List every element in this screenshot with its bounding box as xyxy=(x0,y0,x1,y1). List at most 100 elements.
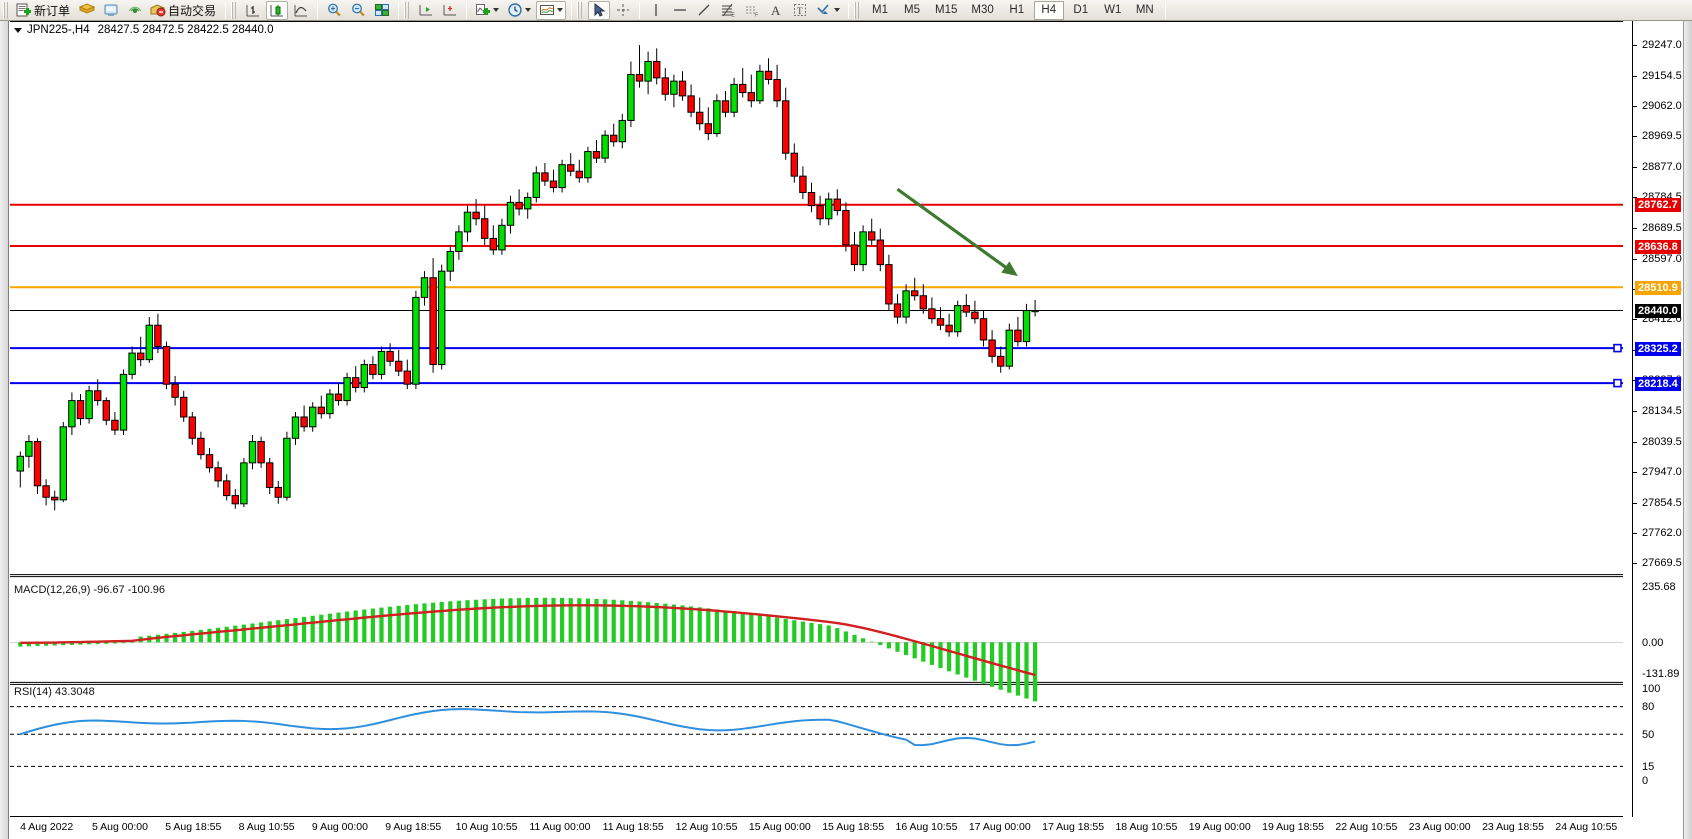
timeframe-button-mn[interactable]: MN xyxy=(1130,1,1160,20)
auto-scroll-button[interactable] xyxy=(415,1,437,20)
candle-body xyxy=(1031,309,1039,313)
level-handle xyxy=(1613,378,1622,388)
chart-shift-button[interactable] xyxy=(439,1,461,20)
trendline-button[interactable] xyxy=(693,1,715,20)
chart-plot-area[interactable] xyxy=(10,21,1623,817)
templates-button[interactable] xyxy=(536,0,567,20)
candle-body xyxy=(266,462,274,488)
cursor-button[interactable] xyxy=(588,0,611,20)
expert-advisors-button[interactable] xyxy=(76,1,98,20)
toolbar-grip[interactable] xyxy=(3,1,10,19)
zoom-in-button[interactable] xyxy=(323,1,345,20)
candle-body xyxy=(42,485,50,498)
timeframe-button-h4[interactable]: H4 xyxy=(1033,0,1064,20)
price-level-badge-support[interactable]: 28325.2 xyxy=(1635,341,1681,356)
timeframe-button-m15[interactable]: M15 xyxy=(929,1,963,20)
chevron-down-icon-4[interactable] xyxy=(834,8,841,12)
text-button[interactable]: A xyxy=(765,1,787,20)
tile-windows-button[interactable] xyxy=(371,1,393,20)
price-axis-label: 28597.0 xyxy=(1642,252,1682,265)
candle-body xyxy=(584,151,592,179)
time-axis-label: 22 Aug 10:55 xyxy=(1335,821,1398,833)
price-level-badge-resistance[interactable]: 28636.8 xyxy=(1635,239,1681,254)
toolbar-separator xyxy=(225,1,227,19)
price-level-badge-pivot[interactable]: 28510.9 xyxy=(1635,280,1681,295)
candle-body xyxy=(326,393,334,415)
candle-body xyxy=(145,324,154,361)
candle-body xyxy=(395,360,403,372)
price-level-badge-support[interactable]: 28218.4 xyxy=(1635,377,1681,391)
price-axis-label: 29154.5 xyxy=(1642,69,1682,82)
vertical-line-button[interactable] xyxy=(645,1,667,20)
chevron-down-icon[interactable] xyxy=(493,8,500,12)
right-scrollbar[interactable] xyxy=(1683,21,1692,839)
price-tick xyxy=(1633,166,1637,168)
chevron-down-icon-3[interactable] xyxy=(557,8,564,12)
price-axis-label: 29247.0 xyxy=(1642,39,1682,52)
fibonacci-button[interactable]: E xyxy=(717,1,739,20)
rsi-axis-label: 80 xyxy=(1642,701,1655,714)
trend-arrow-annotation[interactable] xyxy=(896,187,1018,277)
timeframe-label: M5 xyxy=(904,4,921,16)
toolbar-grip-4[interactable] xyxy=(577,1,585,19)
channel-button[interactable]: F xyxy=(741,1,763,20)
price-level-badge-resistance[interactable]: 28762.7 xyxy=(1635,198,1681,213)
terminal-button[interactable] xyxy=(100,1,122,20)
timeframe-button-m5[interactable]: M5 xyxy=(897,1,927,20)
time-axis[interactable]: 4 Aug 2022 5 Aug 00:00 5 Aug 18:55 8 Aug 10… xyxy=(10,817,1623,839)
timeframe-button-d1[interactable]: D1 xyxy=(1066,1,1096,20)
zoom-out-icon xyxy=(352,3,365,17)
chevron-down-icon-2[interactable] xyxy=(525,8,532,12)
chart-canvas[interactable] xyxy=(10,22,1623,816)
candle-body xyxy=(756,70,764,102)
timeframe-button-m1[interactable]: M1 xyxy=(865,1,895,20)
signals-button[interactable] xyxy=(124,1,146,20)
toolbar-grip-2[interactable] xyxy=(231,1,239,19)
price-level-badge-bid[interactable]: 28440.0 xyxy=(1635,304,1681,319)
bar-chart-button[interactable] xyxy=(242,1,264,20)
time-axis-label: 15 Aug 00:00 xyxy=(748,821,811,833)
timeframe-button-w1[interactable]: W1 xyxy=(1098,1,1128,20)
candle-body xyxy=(240,462,248,505)
timeframe-button-m30[interactable]: M30 xyxy=(965,1,999,20)
toolbar-grip-5[interactable] xyxy=(854,1,862,19)
candle-body xyxy=(309,406,317,428)
time-axis-label: 5 Aug 18:55 xyxy=(165,821,222,833)
line-chart-button[interactable] xyxy=(290,1,312,20)
crosshair-button[interactable] xyxy=(612,1,634,20)
timeframe-button-h1[interactable]: H1 xyxy=(1002,1,1032,20)
period-button[interactable] xyxy=(504,1,534,20)
candle-body xyxy=(816,205,824,220)
candle-body xyxy=(377,350,386,375)
price-tick xyxy=(1633,472,1637,474)
price-axis[interactable]: 29247.0 29154.5 29062.0 28969.5 28877.0 28784… xyxy=(1632,21,1692,817)
candle-body xyxy=(119,373,128,431)
auto-trading-button[interactable]: 自动交易 xyxy=(148,1,220,20)
toolbar-grip-3[interactable] xyxy=(404,1,412,19)
time-axis-label: 15 Aug 18:55 xyxy=(822,821,885,833)
candle-body xyxy=(506,201,515,226)
candle-body xyxy=(1005,329,1013,367)
candlestick-chart-button[interactable] xyxy=(266,0,289,20)
macd-axis-label: -131.89 xyxy=(1642,668,1680,681)
horizontal-line-icon xyxy=(674,9,687,11)
chart-menu-triangle-icon[interactable] xyxy=(14,27,22,33)
price-axis-label: 28689.5 xyxy=(1642,222,1682,235)
macd-axis-label: 235.68 xyxy=(1642,580,1676,593)
timeframe-label: H4 xyxy=(1041,4,1057,16)
left-scrollbar[interactable] xyxy=(0,21,9,839)
bar-chart-icon xyxy=(246,5,260,17)
zoom-out-button[interactable] xyxy=(347,1,369,20)
candle-body xyxy=(936,318,945,326)
macd-axis-label: 0.00 xyxy=(1642,636,1664,649)
new-order-button[interactable]: 新订单 xyxy=(14,1,74,20)
label-button[interactable]: T xyxy=(789,1,811,20)
price-tick xyxy=(1633,197,1637,199)
indicators-button[interactable] xyxy=(472,1,502,20)
new-order-icon xyxy=(16,3,31,17)
candle-body xyxy=(704,123,712,135)
time-axis-label: 16 Aug 10:55 xyxy=(895,821,958,833)
timeframe-label: M15 xyxy=(935,4,958,16)
horizontal-line-button[interactable] xyxy=(669,1,691,20)
objects-list-button[interactable] xyxy=(813,1,843,20)
